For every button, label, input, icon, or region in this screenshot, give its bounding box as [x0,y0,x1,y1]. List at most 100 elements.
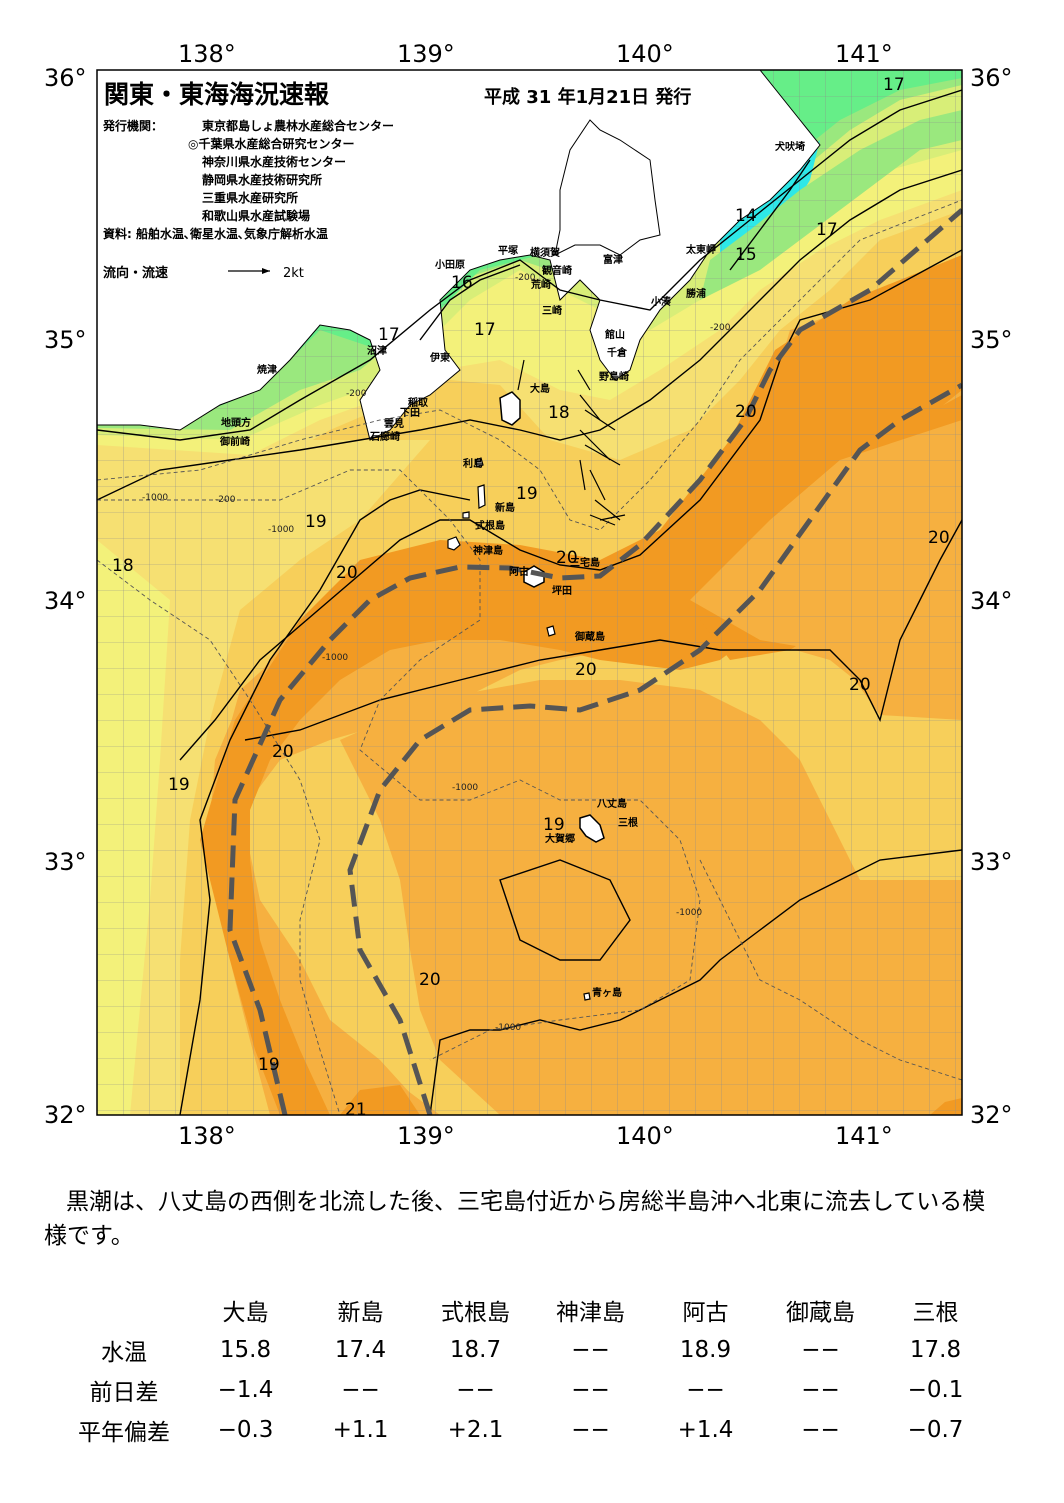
column-header: 阿古 [682,1300,729,1326]
place-name: 太東岬 [685,243,716,256]
place-name: 式根島 [475,519,505,532]
lat-label-left: 35° [44,326,87,354]
data-source: 資料: 船舶水温､衛星水温､気象庁解析水温 [103,226,328,241]
isotherm-label: 20 [575,660,597,680]
column-header: 式根島 [441,1300,510,1326]
depth-label: -200 [710,323,731,333]
isotherm-18 [97,169,962,501]
place-name: 雲見 [384,418,404,430]
place-name: 千倉 [607,346,628,359]
place-name: 伊東 [429,351,450,364]
lat-label-left: 33° [44,848,87,876]
place-name: 沼津 [367,344,387,357]
map-title: 関東・東海海況速報 [104,80,330,109]
island-miyakejima [523,565,545,588]
depth-label: -1000 [322,653,348,663]
place-name: 平塚 [498,244,518,257]
place-name: 荒崎 [530,278,551,291]
depth-label: -200 [515,273,536,283]
column-header: 大島 [222,1300,269,1326]
depth-contour-1000-c [699,859,962,1081]
table-cell: −0.7 [907,1417,964,1443]
row-label: 平年偏差 [78,1420,170,1446]
lat-label-right: 32° [970,1101,1013,1129]
place-name: 神津島 [473,544,503,557]
isotherm-label: 17 [474,320,496,340]
agency-5: 三重県水産研究所 [202,190,298,205]
place-name: 坪田 [552,584,572,597]
place-name: 小湊 [650,295,672,308]
observation-table: 大島 新島 式根島 神津島 阿古 御蔵島 三根 水温 15.8 17.4 18.… [60,1290,993,1450]
isotherm-20-c [429,849,962,1115]
isotherm-label: 20 [336,563,358,583]
kuroshio-description: 黒潮は、八丈島の西側を北流した後、三宅島付近から房総半島沖へ北東に流去している模… [44,1189,986,1249]
place-name: 小田原 [434,258,465,271]
place-name: 地頭方 [221,416,251,429]
column-header: 御蔵島 [786,1300,855,1326]
isotherm-label: 16 [451,273,473,293]
table-cell: +1.4 [677,1417,734,1443]
table-cell: −− [571,1337,610,1363]
kuroshio-axis-offshore [347,382,962,1115]
table-cell: 17.4 [334,1337,387,1363]
isotherm-label: 17 [883,75,905,95]
isotherm-label: 15 [735,245,757,265]
isotherm-label: 19 [516,484,538,504]
table-cell: 18.9 [679,1337,732,1363]
depth-label: -200 [215,495,236,505]
table-cell: −− [456,1377,495,1403]
flow-vector [584,444,621,466]
isotherm-label: 18 [548,403,570,423]
isotherm-19-hachijo [499,859,631,961]
flow-vector [589,469,606,501]
depth-contour-1000 [97,469,701,1061]
lat-label-right: 33° [970,848,1013,876]
agency-1: 東京都島しょ農林水産総合センター [202,118,394,133]
table-cell: −1.4 [217,1377,274,1403]
flow-legend-label: 流向・流速 [103,265,168,281]
isotherm-label: 17 [816,220,838,240]
depth-contour-1000-b [97,559,341,1115]
place-name: 石廊崎 [369,430,400,443]
isotherm-label: 20 [735,402,757,422]
lat-label-left: 32° [44,1101,87,1129]
place-name: 大島 [530,382,550,395]
place-name: 三宅島 [570,556,600,569]
flow-vector [579,394,601,421]
island-kozushima [447,536,461,551]
row-label: 前日差 [89,1380,159,1406]
place-name: 青ヶ島 [592,986,622,999]
sea-temperature-map: 関東・東海海況速報 平成 31 年1月21日 発行 発行機関： 東京都島しょ農林… [44,40,1013,1150]
table-cell: +2.1 [447,1417,504,1443]
agency-2: ◎千葉県水産総合研究センター [188,136,354,151]
place-name: 犬吠埼 [775,140,805,153]
kuroshio-axis-main [227,208,962,1115]
lat-label-right: 34° [970,587,1013,615]
table-row: 平年偏差 −0.3 +1.1 +2.1 −− +1.4 −− −0.7 [60,1410,993,1450]
place-name: 阿古 [509,565,529,578]
place-name: 勝浦 [686,287,706,300]
flow-legend-scale: 2kt [283,266,304,281]
depth-label: -1000 [676,908,702,918]
flow-vector [579,459,586,491]
isotherm-20-b [244,519,962,741]
flow-vector [579,429,611,461]
lat-label-left: 34° [44,587,87,615]
table-cell: 15.8 [219,1337,272,1363]
flow-vector [577,369,591,391]
lon-label-bottom: 139° [397,1122,455,1150]
lon-label-top: 138° [178,40,236,68]
place-name: 三根 [618,816,638,829]
table-cell: −− [686,1377,725,1403]
isotherm-label: 19 [305,512,327,532]
isotherm-17 [97,89,962,441]
flow-vector [599,514,626,521]
isotherm-14 [729,159,811,271]
isotherm-16 [419,264,521,341]
island-niijima [477,484,486,509]
column-header: 三根 [912,1300,959,1326]
isotherm-label: 20 [419,970,441,990]
isotherm-label: 18 [112,556,134,576]
table-cell: 18.7 [449,1337,502,1363]
table-cell: −− [341,1377,380,1403]
